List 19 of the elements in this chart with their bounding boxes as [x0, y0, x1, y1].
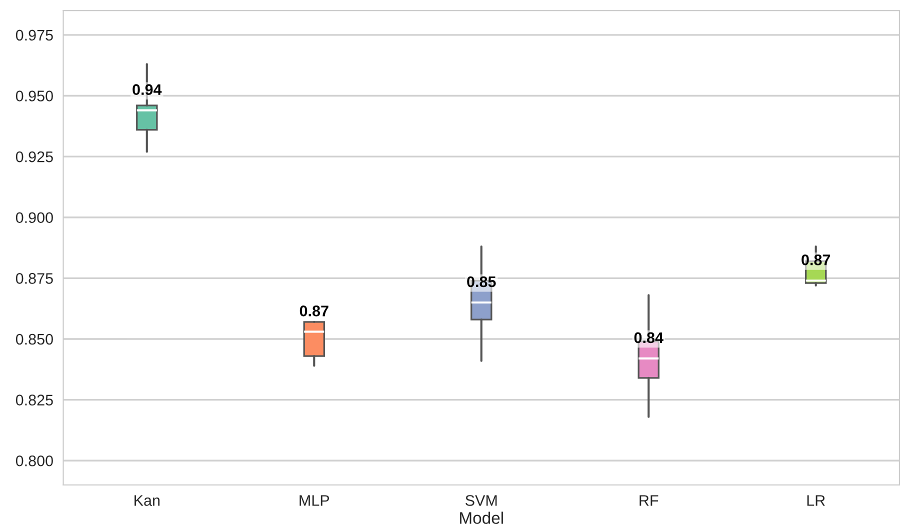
- x-tick-label: LR: [807, 495, 825, 506]
- y-tick-label: 0.850: [16, 334, 53, 345]
- y-tick-label: 0.900: [16, 212, 53, 224]
- x-tick-label: SVM: [466, 495, 497, 506]
- annotation: 0.94: [132, 84, 162, 95]
- y-tick-label: 0.875: [16, 273, 53, 284]
- x-tick-label: Kan: [134, 495, 160, 506]
- x-tick-label: RF: [640, 495, 658, 506]
- annotation: 0.84: [634, 332, 664, 344]
- y-tick-label: 0.825: [16, 394, 53, 406]
- y-tick-label: 0.975: [16, 30, 53, 41]
- annotation: 0.87: [802, 254, 830, 266]
- y-tick-label: 0.800: [16, 455, 53, 466]
- annotation: 0.87: [300, 306, 328, 316]
- annotation: 0.85: [467, 276, 496, 288]
- x-axis-title: Model: [460, 512, 503, 524]
- y-tick-label: 0.950: [16, 90, 53, 102]
- x-tick-label: MLP: [300, 495, 330, 506]
- y-tick-label: 0.925: [16, 151, 53, 162]
